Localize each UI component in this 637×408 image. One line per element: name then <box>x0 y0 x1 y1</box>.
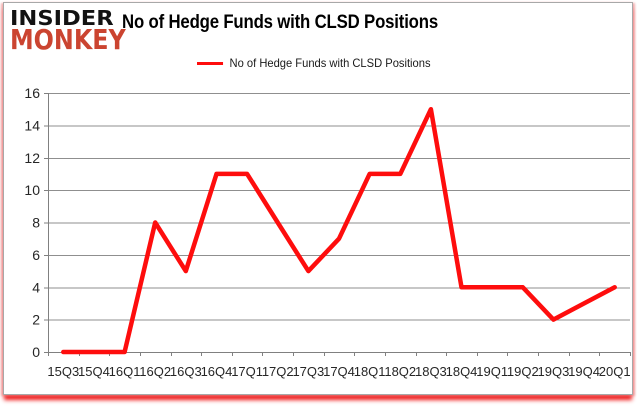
logo-monkey-text: MONKEY <box>10 23 126 56</box>
y-tick-label: 12 <box>24 150 40 166</box>
y-tick-label: 2 <box>32 312 40 328</box>
insider-monkey-logo: INSIDER MONKEY <box>10 8 146 56</box>
x-tick-label: 17Q4 <box>323 364 355 379</box>
y-tick-label: 8 <box>32 215 40 231</box>
x-tick-label: 19Q3 <box>538 364 570 379</box>
x-tick-label: 19Q2 <box>507 364 539 379</box>
x-tick-label: 17Q3 <box>292 364 324 379</box>
x-tick-label: 19Q1 <box>476 364 508 379</box>
y-tick-label: 14 <box>24 117 40 133</box>
y-tick-label: 10 <box>24 182 40 198</box>
x-tick-label: 17Q1 <box>231 364 263 379</box>
y-tick-label: 6 <box>32 247 40 263</box>
gridlines <box>48 93 630 321</box>
x-tick-label: 16Q4 <box>201 364 233 379</box>
x-tick-label: 16Q2 <box>139 364 171 379</box>
y-tick-label: 4 <box>32 279 40 295</box>
x-tick-label: 15Q3 <box>47 364 79 379</box>
y-tick-label: 16 <box>24 85 40 101</box>
x-tick-label: 16Q1 <box>109 364 141 379</box>
logo-insider-text: INSIDER <box>10 6 114 30</box>
x-tick-label: 16Q3 <box>170 364 202 379</box>
x-tick-label: 18Q2 <box>384 364 416 379</box>
y-tick-label: 0 <box>32 344 40 360</box>
x-tick-label: 18Q4 <box>446 364 478 379</box>
x-tick-label: 17Q2 <box>262 364 294 379</box>
legend-line-swatch <box>197 61 224 65</box>
y-axis-labels: 0 2 4 6 8 10 12 14 16 <box>24 85 40 360</box>
x-axis-labels: 15Q315Q416Q116Q216Q316Q417Q117Q217Q317Q4… <box>47 364 630 379</box>
legend-label: No of Hedge Funds with CLSD Positions <box>229 56 431 70</box>
chart-frame <box>3 2 633 395</box>
axes <box>44 93 631 356</box>
x-tick-label: 20Q1 <box>599 364 631 379</box>
series-line <box>61 106 617 355</box>
chart-title: No of Hedge Funds with CLSD Positions <box>122 11 438 33</box>
x-tick-label: 18Q1 <box>354 364 386 379</box>
legend: No of Hedge Funds with CLSD Positions <box>197 56 431 70</box>
x-tick-label: 18Q3 <box>415 364 447 379</box>
x-tick-label: 15Q4 <box>78 364 110 379</box>
x-tick-label: 19Q4 <box>568 364 600 379</box>
